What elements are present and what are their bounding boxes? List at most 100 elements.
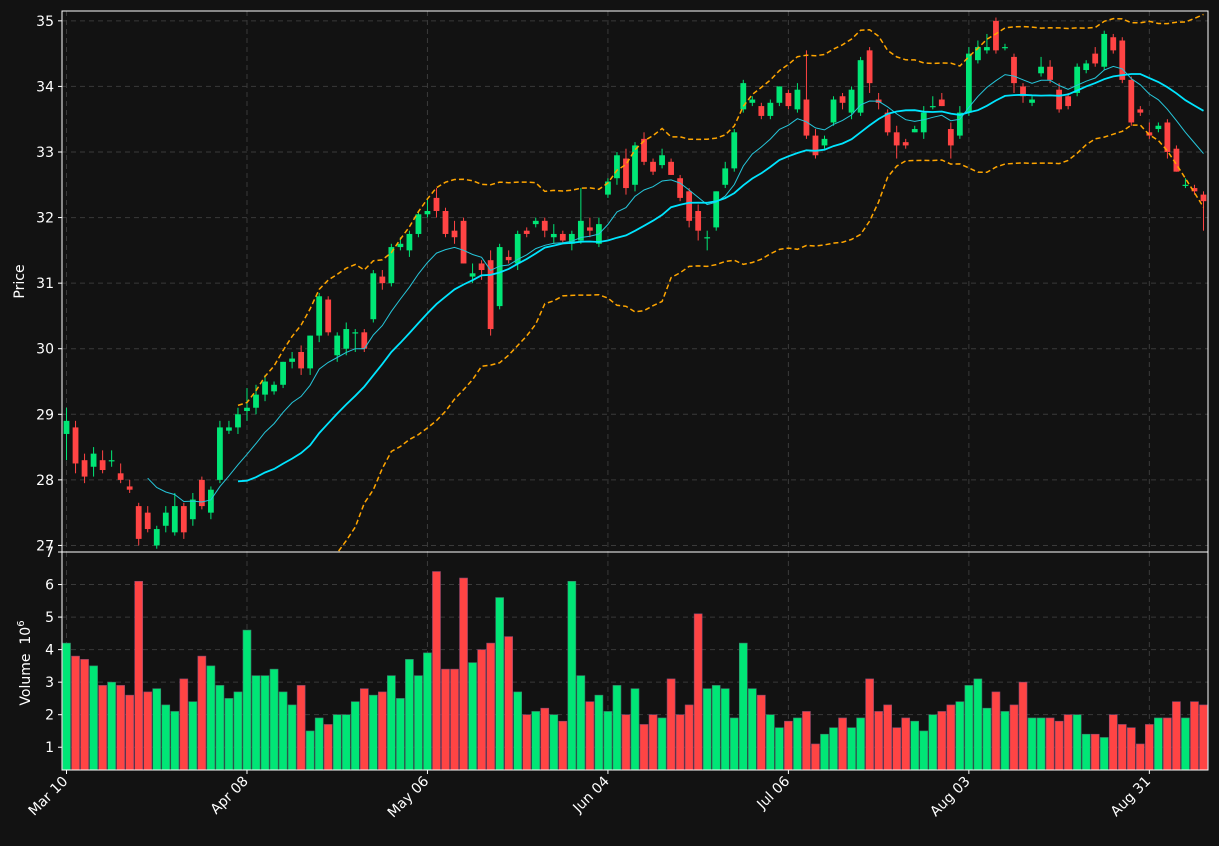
candle (731, 129, 738, 172)
candle (1164, 119, 1171, 159)
candle (334, 332, 341, 362)
candle-body (614, 155, 620, 179)
candle-body (171, 506, 178, 533)
candle (370, 270, 377, 323)
price-tick-label: 33 (36, 145, 54, 161)
candle (1110, 33, 1117, 54)
volume-bar (1009, 704, 1019, 770)
candle-body (415, 214, 422, 234)
candle (1065, 92, 1072, 110)
candle (81, 453, 88, 484)
volume-bar (450, 668, 459, 770)
candle-body (550, 233, 557, 238)
volume-bar (387, 675, 396, 770)
candle-body (244, 407, 250, 412)
candle-body (208, 489, 214, 513)
candle-body (262, 381, 268, 395)
candle (271, 381, 277, 395)
candle (1128, 76, 1135, 126)
volume-bar (630, 688, 640, 770)
candle (758, 102, 765, 120)
volume-bar (1163, 717, 1172, 770)
x-tick-label: Aug 03 (927, 774, 973, 820)
volume-bar (883, 704, 892, 770)
volume-bar (1099, 737, 1109, 770)
candle (586, 217, 593, 238)
x-tick-label: May 06 (385, 773, 433, 821)
volume-bar (71, 655, 80, 770)
overlays (147, 13, 1205, 552)
candle-body (785, 92, 792, 107)
volume-bar (937, 711, 947, 770)
candle-body (523, 230, 530, 234)
volume-bar (702, 688, 712, 770)
candle-body (1002, 47, 1008, 49)
candle-body (189, 499, 196, 520)
price-tick-label: 30 (36, 342, 54, 358)
candle-body (289, 358, 295, 362)
volume-tick-label: 7 (45, 545, 54, 561)
candle (162, 506, 169, 533)
volume-bar (152, 688, 162, 770)
candle (316, 292, 323, 343)
volume-tick-label: 3 (45, 675, 54, 691)
candle (253, 384, 259, 415)
volume-bar (558, 720, 568, 770)
candle (144, 506, 151, 533)
candle-body (307, 335, 314, 369)
volume-bar (432, 571, 441, 770)
candle-body (776, 86, 783, 103)
candle (99, 450, 106, 474)
volume-bar (1181, 717, 1190, 770)
price-tick-label: 29 (36, 407, 54, 423)
candle (1182, 178, 1189, 189)
x-tick-label: Mar 10 (26, 774, 72, 820)
volume-bar (612, 685, 622, 770)
candle-body (650, 161, 656, 172)
volume-bar (594, 694, 604, 770)
candle-body (316, 296, 323, 336)
volume-bar (982, 707, 992, 770)
candle-body (577, 220, 584, 241)
candle (496, 243, 503, 310)
volume-bar (215, 685, 225, 770)
candle-body (911, 129, 918, 133)
candle-body (135, 506, 142, 539)
candle (659, 148, 665, 169)
candle-body (713, 191, 720, 228)
candle-body (993, 20, 999, 51)
volume-bar (1190, 701, 1199, 770)
candle-body (99, 460, 106, 471)
volume-bar (720, 688, 730, 770)
volume-bar (332, 714, 342, 770)
candle (180, 502, 187, 539)
volume-bar (423, 652, 432, 770)
candle-body (81, 460, 88, 477)
volume-bar (1027, 717, 1037, 770)
candle-body (1119, 40, 1126, 80)
candle-body (821, 138, 828, 146)
candle-body (334, 335, 341, 356)
volume-axis-label: Volume 106 (16, 620, 34, 705)
candle (171, 492, 178, 536)
candle-body (451, 230, 458, 238)
candle-body (767, 102, 774, 116)
candle (857, 56, 864, 116)
volume-bar (757, 694, 766, 770)
candle (478, 260, 485, 280)
candle-body (298, 351, 305, 369)
candle-body (559, 233, 566, 241)
candle (830, 96, 837, 126)
candle (641, 132, 647, 166)
candle (244, 388, 250, 421)
candle (298, 345, 305, 375)
volume-bar (341, 714, 351, 770)
volume-bar (170, 711, 180, 770)
candle-body (1011, 56, 1017, 84)
volume-bar (396, 698, 405, 770)
candle (424, 197, 431, 218)
candle-body (758, 106, 765, 116)
candle (866, 47, 873, 93)
candle (541, 217, 548, 238)
candle-body (975, 47, 981, 61)
